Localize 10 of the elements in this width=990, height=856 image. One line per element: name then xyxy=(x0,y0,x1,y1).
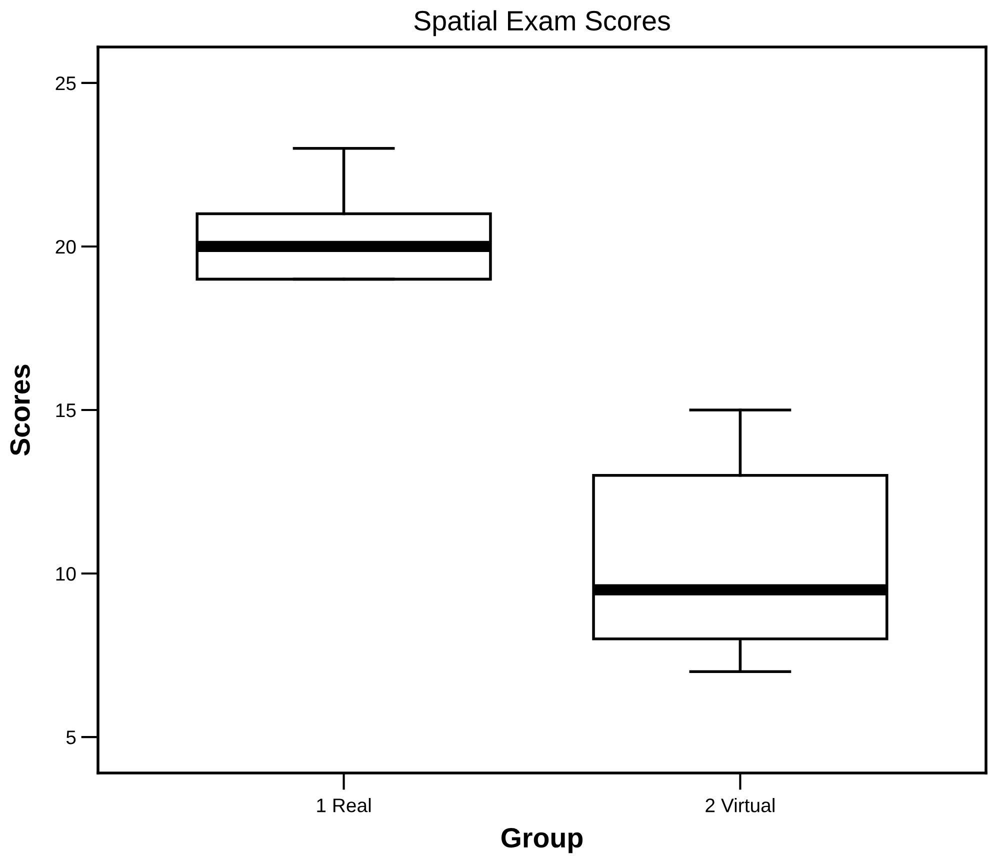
y-tick-label: 25 xyxy=(56,76,76,90)
y-tick-label: 10 xyxy=(56,566,76,581)
x-tick-label: 1 Real xyxy=(317,798,371,812)
y-tick-label: 20 xyxy=(56,240,76,254)
chart-title: Spatial Exam Scores xyxy=(414,10,670,36)
x-tick-label: 2 Virtual xyxy=(706,798,774,812)
y-tick-label: 15 xyxy=(56,404,76,418)
y-tick-label: 5 xyxy=(66,730,76,744)
x-axis-title: Group xyxy=(501,828,583,854)
y-axis-title: Scores xyxy=(10,364,30,456)
